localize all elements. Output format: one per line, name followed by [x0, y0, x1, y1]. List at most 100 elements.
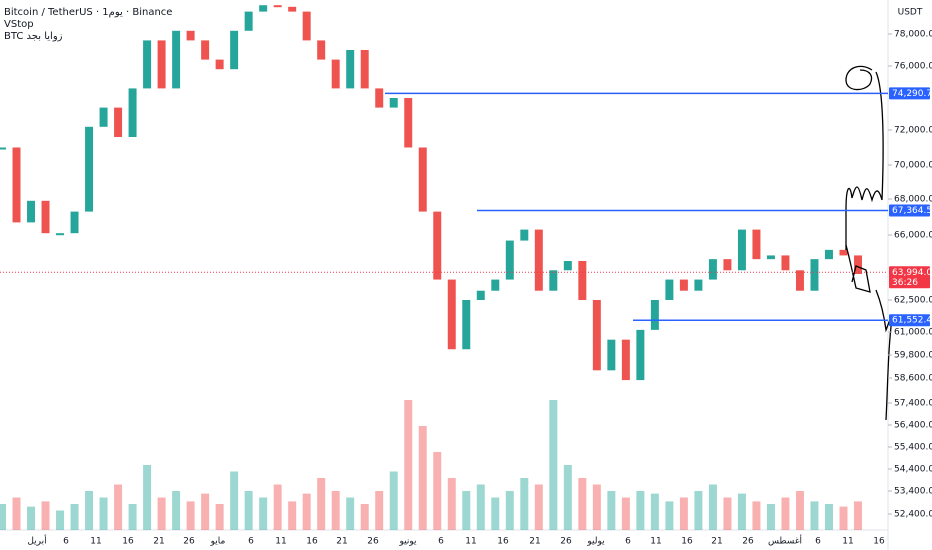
volume-bar	[650, 493, 659, 530]
candle	[360, 50, 369, 89]
subtitle: BTC زوايا بجد	[4, 31, 63, 42]
x-tick-label: 11	[90, 537, 101, 547]
volume-bar	[157, 497, 166, 530]
volume-bar	[491, 497, 500, 530]
candle	[389, 98, 398, 108]
volume-bar	[244, 491, 253, 530]
candle	[636, 329, 645, 381]
candle	[679, 279, 688, 291]
x-tick-label: 26	[367, 537, 379, 547]
candle	[404, 98, 413, 148]
x-tick-label: 16	[873, 537, 885, 547]
candle	[201, 40, 210, 60]
candle	[694, 279, 703, 291]
y-tick-label: 78,000.00	[894, 30, 932, 40]
volume-bar	[752, 501, 761, 530]
y-tick-label: 52,400.00	[894, 510, 932, 520]
volume-bar	[592, 484, 601, 530]
volume-bar	[766, 504, 775, 530]
x-tick-label: مايو	[210, 537, 226, 547]
price-layer	[0, 5, 862, 381]
volume-bar	[810, 501, 819, 530]
volume-bar	[186, 501, 195, 530]
volume-bar	[346, 497, 355, 530]
candle	[491, 279, 500, 291]
candle	[99, 107, 108, 127]
candle	[331, 59, 340, 89]
x-tick-label: 16	[681, 537, 693, 547]
x-tick-label: أغسطس	[768, 535, 802, 547]
candle	[114, 107, 123, 137]
candle	[476, 290, 485, 300]
candle	[302, 11, 311, 41]
volume-bar	[27, 506, 36, 530]
volume-bar	[418, 426, 427, 530]
candle	[143, 40, 152, 89]
x-tick-label: 16	[497, 537, 509, 547]
volume-bar	[607, 491, 616, 530]
x-tick-label: 16	[306, 537, 318, 547]
candle	[824, 249, 833, 260]
currency-label: USDT	[898, 8, 923, 18]
candle	[592, 300, 601, 371]
volume-bar	[375, 491, 384, 530]
volume-bar	[679, 497, 688, 530]
y-tick-label: 58,600.00	[894, 374, 932, 384]
level-tag	[889, 204, 930, 217]
candle	[563, 261, 572, 271]
volume-bar	[781, 497, 790, 530]
volume-bar	[636, 491, 645, 530]
candle	[520, 229, 529, 241]
volume-bar	[85, 491, 94, 530]
candle	[375, 88, 384, 108]
y-tick-label: 53,400.00	[894, 487, 932, 497]
candle	[273, 5, 282, 8]
candle	[854, 255, 862, 274]
candle	[534, 229, 543, 291]
volume-bar	[302, 493, 311, 530]
volume-bar	[534, 484, 543, 530]
candle	[810, 259, 819, 291]
candle	[317, 40, 326, 60]
volume-bar	[795, 491, 804, 530]
last-price-tag	[889, 266, 930, 289]
x-tick-label: 6	[248, 537, 254, 547]
volume-layer	[0, 400, 862, 530]
x-tick-label: 6	[438, 537, 444, 547]
volume-bar	[737, 493, 746, 530]
volume-bar	[12, 497, 21, 530]
x-tick-label: 26	[742, 537, 754, 547]
candle	[186, 30, 195, 41]
candle	[0, 147, 6, 150]
volume-bar	[839, 506, 848, 530]
indicator-label: VStop	[4, 19, 34, 30]
x-tick-label: أبريل	[27, 535, 46, 547]
candle	[27, 200, 36, 223]
y-tick-label: 61,000.00	[894, 328, 932, 338]
volume-bar	[273, 484, 282, 530]
x-tick-label: 6	[625, 537, 631, 547]
y-tick-label: 55,400.00	[894, 443, 932, 453]
candle	[215, 59, 224, 70]
candle	[578, 261, 587, 300]
candle	[650, 300, 659, 330]
candle	[447, 279, 456, 350]
chart-title: Bitcoin / TetherUS · 1يوم · Binance	[4, 7, 172, 18]
volume-bar	[56, 510, 65, 530]
volume-bar	[114, 484, 123, 530]
x-tick-label: 6	[63, 537, 69, 547]
candle	[230, 30, 239, 70]
volume-bar	[694, 491, 703, 530]
candle	[128, 88, 137, 137]
y-tick-label: 70,000.00	[894, 161, 932, 171]
candle	[85, 126, 94, 212]
y-tick-label: 62,500.00	[894, 296, 932, 306]
candle	[665, 279, 674, 300]
candle	[781, 255, 790, 271]
volume-bar	[143, 465, 152, 530]
volume-bar	[433, 452, 442, 530]
volume-bar	[563, 465, 572, 530]
y-tick-label: 56,400.00	[894, 421, 932, 431]
